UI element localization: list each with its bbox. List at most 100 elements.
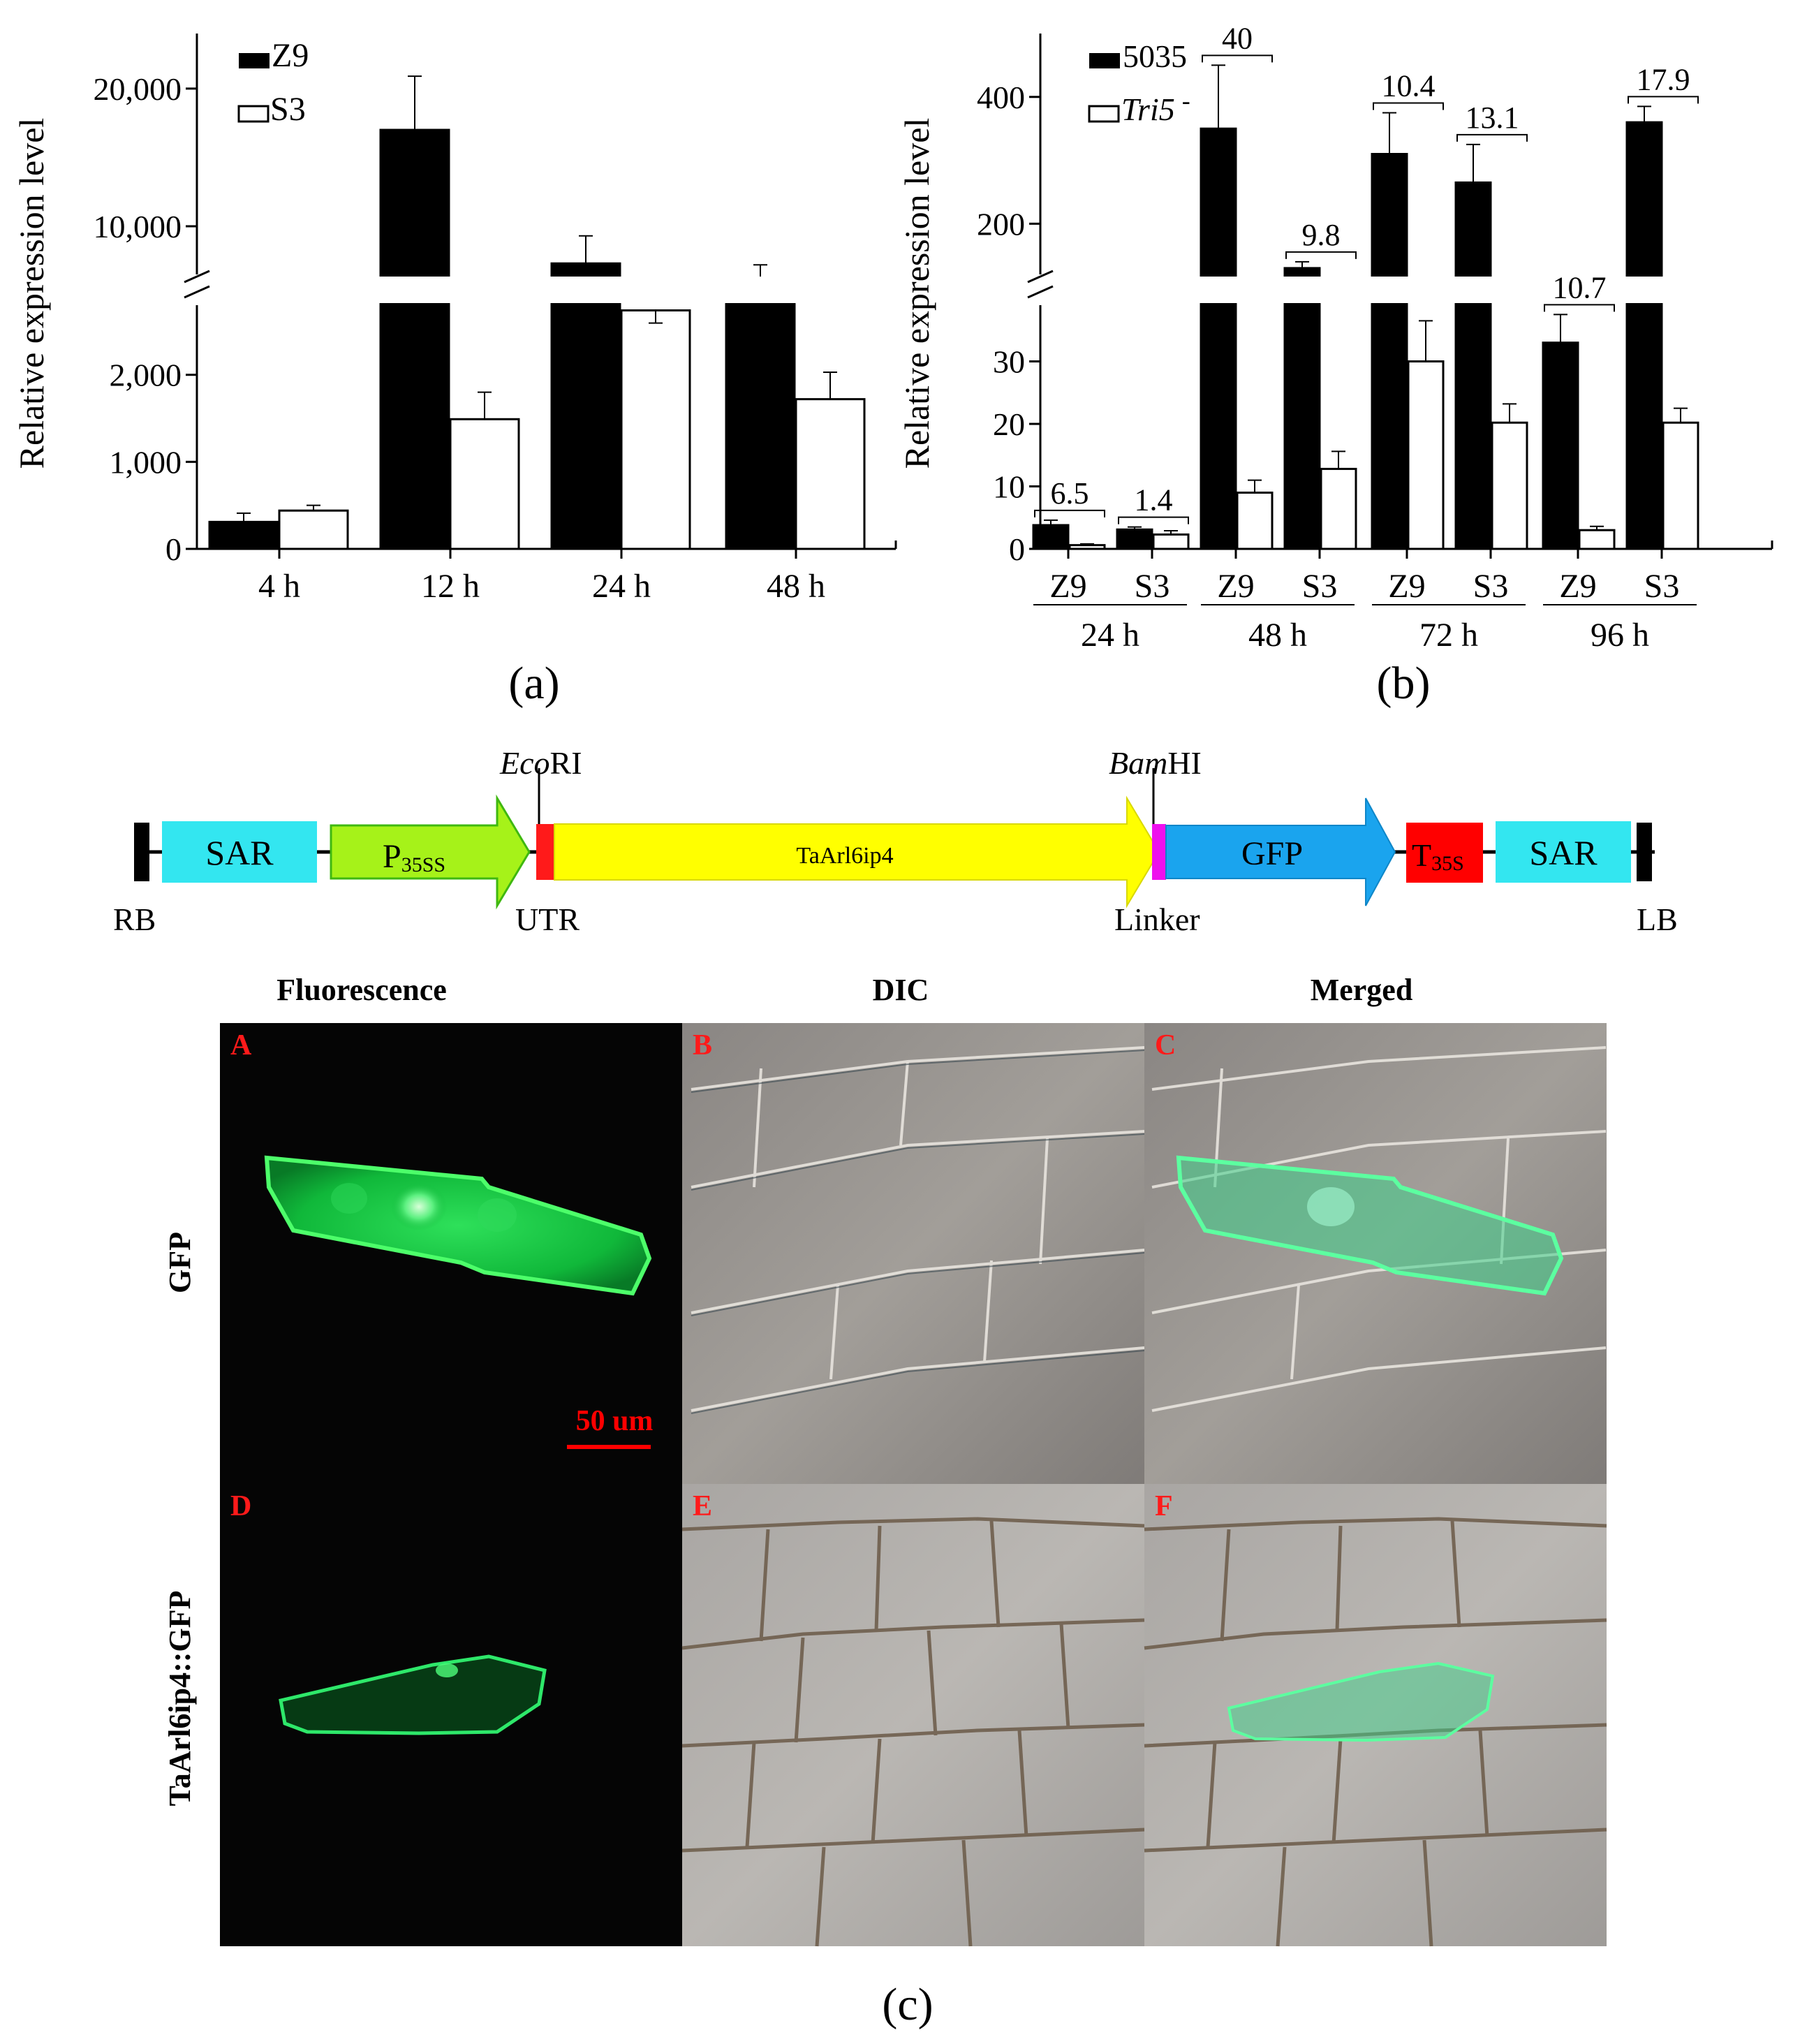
y-tick-label-1: 10 [993, 469, 1025, 505]
chart-a-ylabel: Relative expression level [12, 118, 51, 469]
panel-label-a: (a) [508, 658, 559, 709]
bar-z9-2 [550, 262, 621, 550]
bar-z9-3 [725, 284, 796, 550]
y-tick-label-3: 30 [993, 344, 1025, 380]
chart-b-marks [1032, 64, 1793, 550]
utr-label: UTR [515, 902, 580, 937]
panel-letter-b: B [693, 1029, 712, 1061]
gene-label: TaArl6ip4 [796, 843, 893, 869]
bar-tri5-6 [1578, 529, 1616, 550]
column-header-fluorescence: Fluorescence [276, 973, 447, 1007]
bar-tri5-1 [1152, 533, 1190, 550]
panel-label-c: (c) [882, 1979, 933, 2030]
row-label-fusion: TaArl6ip4::GFP [163, 1591, 197, 1807]
ecori-label: EcoRI [499, 745, 582, 781]
chart-b-ylabel: Relative expression level [897, 118, 936, 469]
y-tick-label-5: 400 [977, 80, 1025, 115]
bar-tri5-3 [1320, 467, 1357, 550]
chart-a-marks [200, 75, 968, 550]
sar-left-label: SAR [205, 833, 274, 872]
bar-s3-0 [278, 509, 349, 550]
bar-5035-1 [1116, 528, 1153, 550]
column-header-dic: DIC [873, 973, 929, 1007]
group-label-2: 72 h [1419, 617, 1478, 654]
fold-label-5: 13.1 [1466, 101, 1519, 135]
group-label-3: 96 h [1591, 617, 1649, 654]
fold-bracket-2 [1202, 54, 1273, 63]
fold-bracket-6 [1544, 304, 1615, 312]
sar-right-box [1496, 821, 1631, 883]
legend-label-s3: S3 [270, 91, 306, 128]
y-tick-label-2: 20 [993, 406, 1025, 442]
panel-letter-f: F [1155, 1490, 1173, 1522]
panel-label-b: (b) [1377, 658, 1431, 709]
sar-right-label: SAR [1529, 833, 1598, 872]
terminator-label: T35S [1412, 837, 1464, 875]
y-tick-label-4: 200 [977, 206, 1025, 242]
micrograph-b [682, 1023, 1145, 1484]
bamhi-label: BamHI [1109, 745, 1202, 781]
bar-5035-5 [1454, 181, 1492, 550]
legend-label-5035: 5035 [1123, 38, 1187, 74]
group-label-1: 48 h [1248, 617, 1307, 654]
x-tick-label-b-4: Z9 [1388, 568, 1425, 605]
bar-tri5-5 [1491, 421, 1528, 550]
x-tick-label-b-6: Z9 [1559, 568, 1596, 605]
fold-label-0: 6.5 [1051, 476, 1089, 510]
fold-label-3: 9.8 [1302, 218, 1341, 252]
row-label-gfp: GFP [163, 1232, 197, 1293]
x-tick-label-b-7: S3 [1644, 568, 1680, 605]
micrograph-d [220, 1484, 682, 1946]
fold-bracket-1 [1118, 516, 1189, 524]
x-tick-label-b-2: Z9 [1217, 568, 1254, 605]
column-header-merged: Merged [1311, 973, 1413, 1007]
bar-tri5-4 [1407, 360, 1445, 550]
legend-swatch-tri5 [1088, 105, 1120, 123]
legend-label-tri5: Tri5- [1121, 87, 1190, 127]
bar-5035-6 [1542, 341, 1579, 550]
bar-5035-7 [1625, 121, 1663, 550]
x-tick-label-a-3: 48 h [767, 568, 825, 605]
fold-bracket-5 [1456, 133, 1528, 142]
bar-tri5-7 [1662, 421, 1699, 550]
legend-swatch-5035 [1089, 53, 1120, 68]
fold-bracket-4 [1373, 102, 1444, 110]
x-tick-label-b-5: S3 [1473, 568, 1509, 605]
micrograph-grid: Fluorescence DIC Merged GFP TaArl6ip4::G… [163, 973, 1607, 2030]
legend-label-z9: Z9 [272, 37, 309, 74]
panel-letter-d: D [230, 1490, 251, 1522]
chart-a-y-ticks: 0 1,000 2,000 10,000 20,000 [94, 71, 197, 567]
bar-tri5-2 [1236, 491, 1274, 550]
legend-swatch-z9 [239, 53, 270, 68]
gfp-arrow [1165, 797, 1396, 906]
chart-b-y-ticks: 0 10 20 30 200 400 [977, 80, 1040, 567]
axis-break-gap [1043, 277, 1793, 303]
legend-swatch-s3 [237, 105, 270, 123]
promoter-label: P35SS [383, 838, 445, 876]
y-tick-label-0: 0 [165, 531, 182, 567]
y-tick-label-3: 10,000 [94, 209, 182, 244]
fold-label-2: 40 [1222, 21, 1253, 55]
bar-5035-3 [1283, 267, 1321, 550]
group-label-0: 24 h [1081, 617, 1139, 654]
lb-border [1637, 823, 1652, 881]
scale-bar-label: 50 um [576, 1405, 654, 1437]
bar-s3-2 [620, 309, 691, 550]
fold-label-4: 10.4 [1382, 68, 1436, 103]
y-tick-label-4: 20,000 [94, 71, 182, 107]
bar-chart-b: 0 10 20 30 200 400 Z9 S3 Z9 S3 Z9 S3 Z9 S3 24 h 48 h 72… [897, 21, 1793, 709]
fold-label-7: 17.9 [1637, 62, 1690, 96]
bar-s3-3 [795, 398, 866, 550]
panel-letter-c: C [1155, 1029, 1176, 1061]
bar-s3-1 [449, 418, 520, 550]
bar-z9-1 [379, 128, 450, 550]
panel-letter-e: E [693, 1490, 712, 1522]
fold-label-1: 1.4 [1135, 483, 1173, 517]
micrograph-e [681, 1484, 1145, 1947]
chart-b-x-ticks: Z9 S3 Z9 S3 Z9 S3 Z9 S3 24 h 48 h 72 h 96 h [1033, 549, 1697, 654]
gene-arrow [554, 795, 1160, 909]
fold-label-6: 10.7 [1553, 270, 1607, 304]
rb-label: RB [113, 902, 156, 937]
bar-5035-4 [1371, 153, 1408, 550]
x-tick-label-a-0: 4 h [258, 568, 300, 605]
